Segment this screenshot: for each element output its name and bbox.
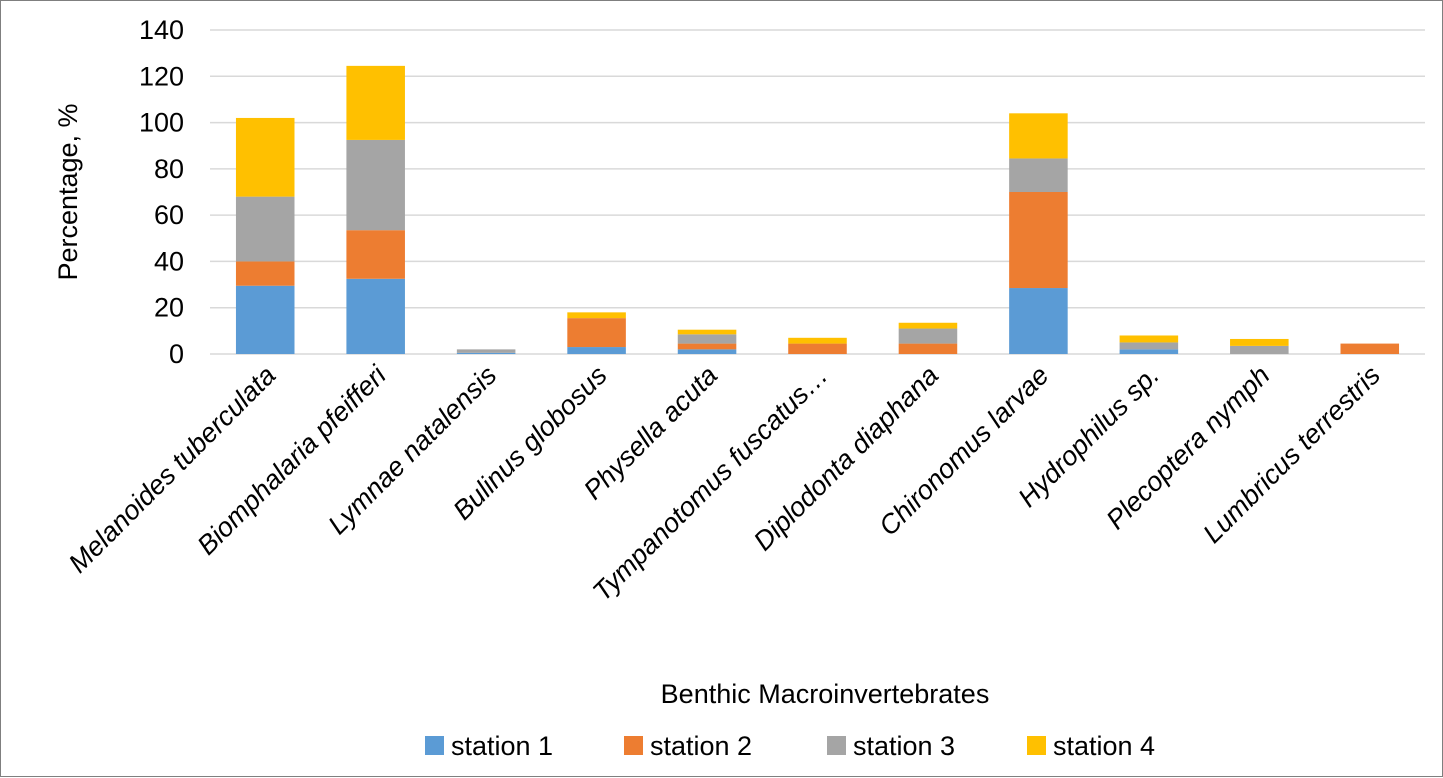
bar-segment-3 (1230, 345, 1289, 354)
bars (235, 65, 1400, 354)
x-axis-title: Benthic Macroinvertebrates (661, 679, 990, 709)
bar-segment-2 (1009, 192, 1068, 289)
bar-segment-1 (1119, 349, 1179, 354)
bar-segment-3 (898, 328, 958, 344)
bar-segment-4 (1230, 338, 1289, 346)
legend-swatch (425, 736, 444, 755)
bar-segment-2 (788, 343, 847, 354)
x-category-label: Biomphalaria pfeifferi (191, 359, 392, 560)
bar-segment-4 (1119, 335, 1179, 343)
legend: station 1 station 2 station 3 station 4 (425, 731, 1155, 761)
bar-segment-2 (898, 343, 958, 354)
bar-segment-1 (346, 278, 405, 354)
bar-segment-3 (235, 196, 295, 262)
bar-segment-4 (346, 65, 405, 140)
bar-segment-1 (456, 352, 516, 354)
y-tick-label: 80 (154, 154, 184, 184)
bar-segment-3 (456, 349, 516, 353)
legend-label: station 4 (1053, 731, 1155, 761)
y-tick-label: 60 (154, 200, 184, 230)
legend-swatch (827, 736, 846, 755)
y-tick-label: 100 (139, 108, 184, 138)
bar-segment-4 (788, 337, 847, 344)
bar-segment-4 (567, 312, 626, 319)
legend-label: station 1 (451, 731, 553, 761)
bar-segment-2 (677, 343, 737, 350)
bar-segment-1 (567, 347, 626, 354)
bar-segment-1 (677, 349, 737, 354)
bar-segment-1 (1009, 288, 1068, 354)
bar-segment-4 (1009, 113, 1068, 159)
y-tick-label: 0 (169, 339, 184, 369)
bar-segment-2 (235, 261, 295, 286)
bar-segment-3 (1009, 158, 1068, 192)
bar-segment-2 (567, 318, 626, 348)
legend-label: station 3 (853, 731, 955, 761)
bar-segment-3 (1119, 342, 1179, 350)
y-axis-title: Percentage, % (53, 103, 83, 280)
gridlines (210, 29, 1425, 355)
bar-segment-3 (346, 139, 405, 231)
x-category-label: Tympanotomus fuscatus… (587, 360, 834, 607)
x-category-label: Melanoides tuberculata (63, 360, 282, 579)
legend-swatch (1027, 736, 1046, 755)
x-category-label: Diplodonta diaphana (748, 360, 944, 556)
y-tick-label: 120 (139, 61, 184, 91)
legend-label: station 2 (650, 731, 752, 761)
y-tick-label: 20 (154, 293, 184, 323)
bar-segment-2 (1340, 343, 1400, 354)
y-axis-ticks: 0 20 40 60 80 100 120 140 (139, 15, 184, 369)
y-tick-label: 40 (154, 246, 184, 276)
bar-segment-4 (677, 329, 737, 335)
bar-segment-4 (898, 322, 958, 329)
y-tick-label: 140 (139, 15, 184, 45)
bar-segment-4 (235, 117, 295, 197)
bar-segment-3 (677, 334, 737, 344)
legend-swatch (624, 736, 643, 755)
bar-segment-1 (235, 285, 295, 354)
bar-segment-2 (346, 230, 405, 279)
